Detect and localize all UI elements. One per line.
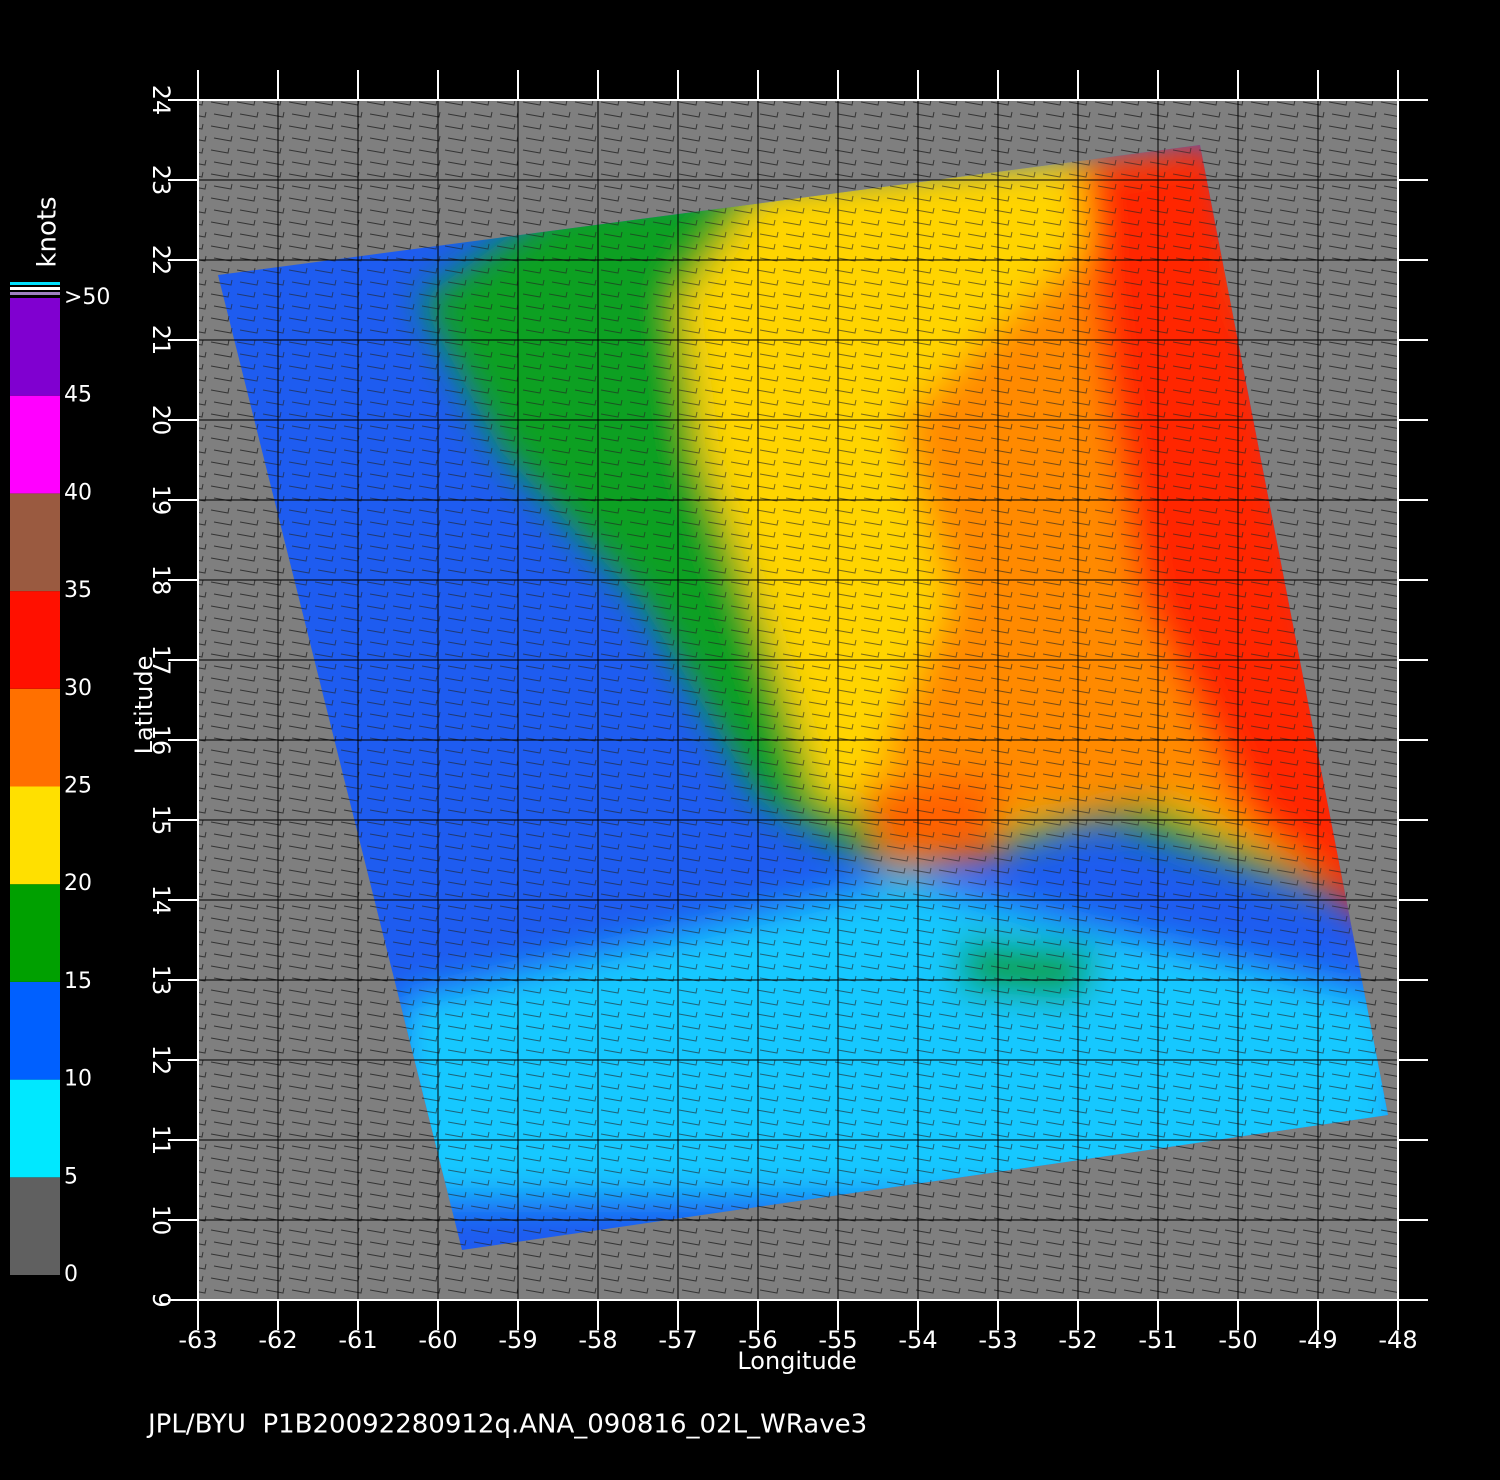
colorbar-tick-label: 35 <box>64 578 92 603</box>
y-tick-label: 11 <box>147 1125 175 1156</box>
x-tick-label: -58 <box>578 1326 617 1354</box>
x-tick-label: -54 <box>898 1326 937 1354</box>
colorbar-cap <box>10 282 60 285</box>
y-tick-label: 17 <box>147 645 175 676</box>
y-tick-label: 12 <box>147 1045 175 1076</box>
y-tick-label: 20 <box>147 405 175 436</box>
grid <box>198 100 1398 1300</box>
x-tick-label: -57 <box>658 1326 697 1354</box>
colorbar-tick-label: 30 <box>64 676 92 701</box>
colorbar-segment <box>10 1079 60 1178</box>
colorbar-segment <box>10 298 60 396</box>
y-tick-label: 9 <box>147 1292 175 1307</box>
footer: JPL/BYU P1B20092280912q.ANA_090816_02L_W… <box>146 1410 867 1440</box>
colorbar-cap <box>10 292 60 295</box>
x-tick-label: -53 <box>978 1326 1017 1354</box>
x-tick-label: -51 <box>1138 1326 1177 1354</box>
x-tick-label: -62 <box>258 1326 297 1354</box>
colorbar-tick-label: 5 <box>64 1164 78 1189</box>
y-axis-label: Latitude <box>130 656 158 755</box>
x-axis-label: Longitude <box>737 1347 856 1375</box>
y-tick-label: 23 <box>147 165 175 196</box>
colorbar-tick-label: 10 <box>64 1067 92 1092</box>
x-tick-label: -56 <box>738 1326 777 1354</box>
x-tick-label: -49 <box>1298 1326 1337 1354</box>
colorbar-tick-label: 25 <box>64 774 92 799</box>
colorbar-tick-label: 15 <box>64 969 92 994</box>
colorbar-tick-label: 20 <box>64 871 92 896</box>
y-tick-label: 14 <box>147 885 175 916</box>
x-tick-label: -61 <box>338 1326 377 1354</box>
x-tick-label: -55 <box>818 1326 857 1354</box>
x-tick-label: -48 <box>1378 1326 1417 1354</box>
colorbar-segment <box>10 688 60 787</box>
colorbar-segment <box>10 395 60 494</box>
colorbar-label: knots <box>33 196 63 267</box>
x-tick-label: -63 <box>178 1326 217 1354</box>
colorbar-segment <box>10 884 60 982</box>
colorbar-tick-label: >50 <box>64 285 110 310</box>
x-tick-label: -60 <box>418 1326 457 1354</box>
y-tick-label: 24 <box>147 85 175 116</box>
y-tick-label: 13 <box>147 965 175 996</box>
colorbar-tick-label: 45 <box>64 383 92 408</box>
colorbar-segment <box>10 591 60 689</box>
y-tick-label: 15 <box>147 805 175 836</box>
y-tick-label: 18 <box>147 565 175 596</box>
colorbar-tick-label: 0 <box>64 1262 78 1287</box>
y-tick-label: 21 <box>147 325 175 356</box>
y-tick-label: 19 <box>147 485 175 516</box>
y-tick-label: 22 <box>147 245 175 276</box>
x-tick-label: -50 <box>1218 1326 1257 1354</box>
colorbar-segment <box>10 493 60 592</box>
colorbar-segment <box>10 786 60 885</box>
x-tick-label: -59 <box>498 1326 537 1354</box>
colorbar-segment <box>10 1177 60 1275</box>
colorbar-segment <box>10 981 60 1080</box>
colorbar-cap <box>10 287 60 290</box>
wind-swath <box>218 145 1388 1250</box>
y-tick-label: 10 <box>147 1205 175 1236</box>
colorbar-tick-label: 40 <box>64 480 92 505</box>
y-tick-label: 16 <box>147 725 175 756</box>
x-tick-label: -52 <box>1058 1326 1097 1354</box>
plot-frame <box>197 99 1399 1301</box>
